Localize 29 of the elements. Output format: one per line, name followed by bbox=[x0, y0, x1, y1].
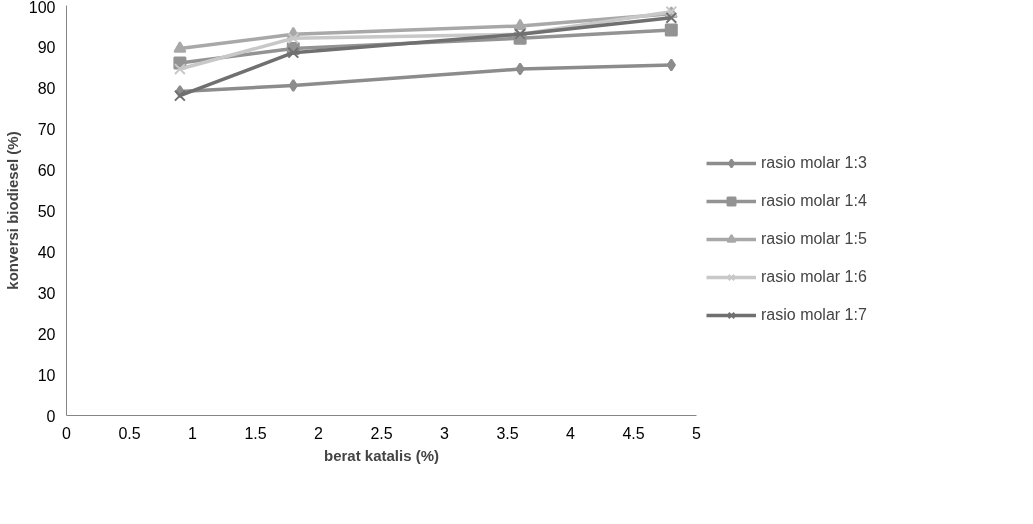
y-tick-label: 60 bbox=[37, 161, 56, 179]
y-tick-label: 20 bbox=[37, 325, 56, 343]
x-tick-label: 4 bbox=[566, 424, 576, 442]
x-tick-label: 1.5 bbox=[244, 424, 267, 442]
y-tick-label: 50 bbox=[37, 202, 56, 220]
x-tick-label: 0.5 bbox=[118, 424, 141, 442]
y-tick-label: 100 bbox=[28, 0, 56, 16]
x-tick-label: 5 bbox=[692, 424, 702, 442]
x-tick-label: 2.5 bbox=[370, 424, 393, 442]
y-tick-label: 40 bbox=[37, 243, 56, 261]
y-tick-label: 10 bbox=[37, 366, 56, 384]
y-tick-label: 30 bbox=[37, 284, 56, 302]
x-tick-label: 4.5 bbox=[622, 424, 645, 442]
x-tick-label: 3.5 bbox=[496, 424, 519, 442]
x-tick-label: 0 bbox=[62, 424, 72, 442]
x-tick-label: 3 bbox=[440, 424, 450, 442]
x-axis-title: berat katalis (%) bbox=[323, 446, 440, 464]
x-tick-label: 2 bbox=[314, 424, 324, 442]
y-tick-label: 90 bbox=[37, 38, 56, 56]
legend-label: rasio molar 1:3 bbox=[761, 154, 867, 172]
y-axis-title: konversi biodiesel (%) bbox=[3, 131, 21, 290]
y-tick-label: 70 bbox=[37, 120, 56, 138]
y-tick-label: 80 bbox=[37, 79, 56, 97]
legend-label: rasio molar 1:5 bbox=[761, 230, 867, 248]
legend-label: rasio molar 1:7 bbox=[761, 306, 867, 324]
legend-label: rasio molar 1:6 bbox=[761, 268, 867, 286]
x-tick-label: 1 bbox=[188, 424, 198, 442]
y-tick-label: 0 bbox=[46, 407, 56, 425]
legend-label: rasio molar 1:4 bbox=[761, 192, 867, 210]
